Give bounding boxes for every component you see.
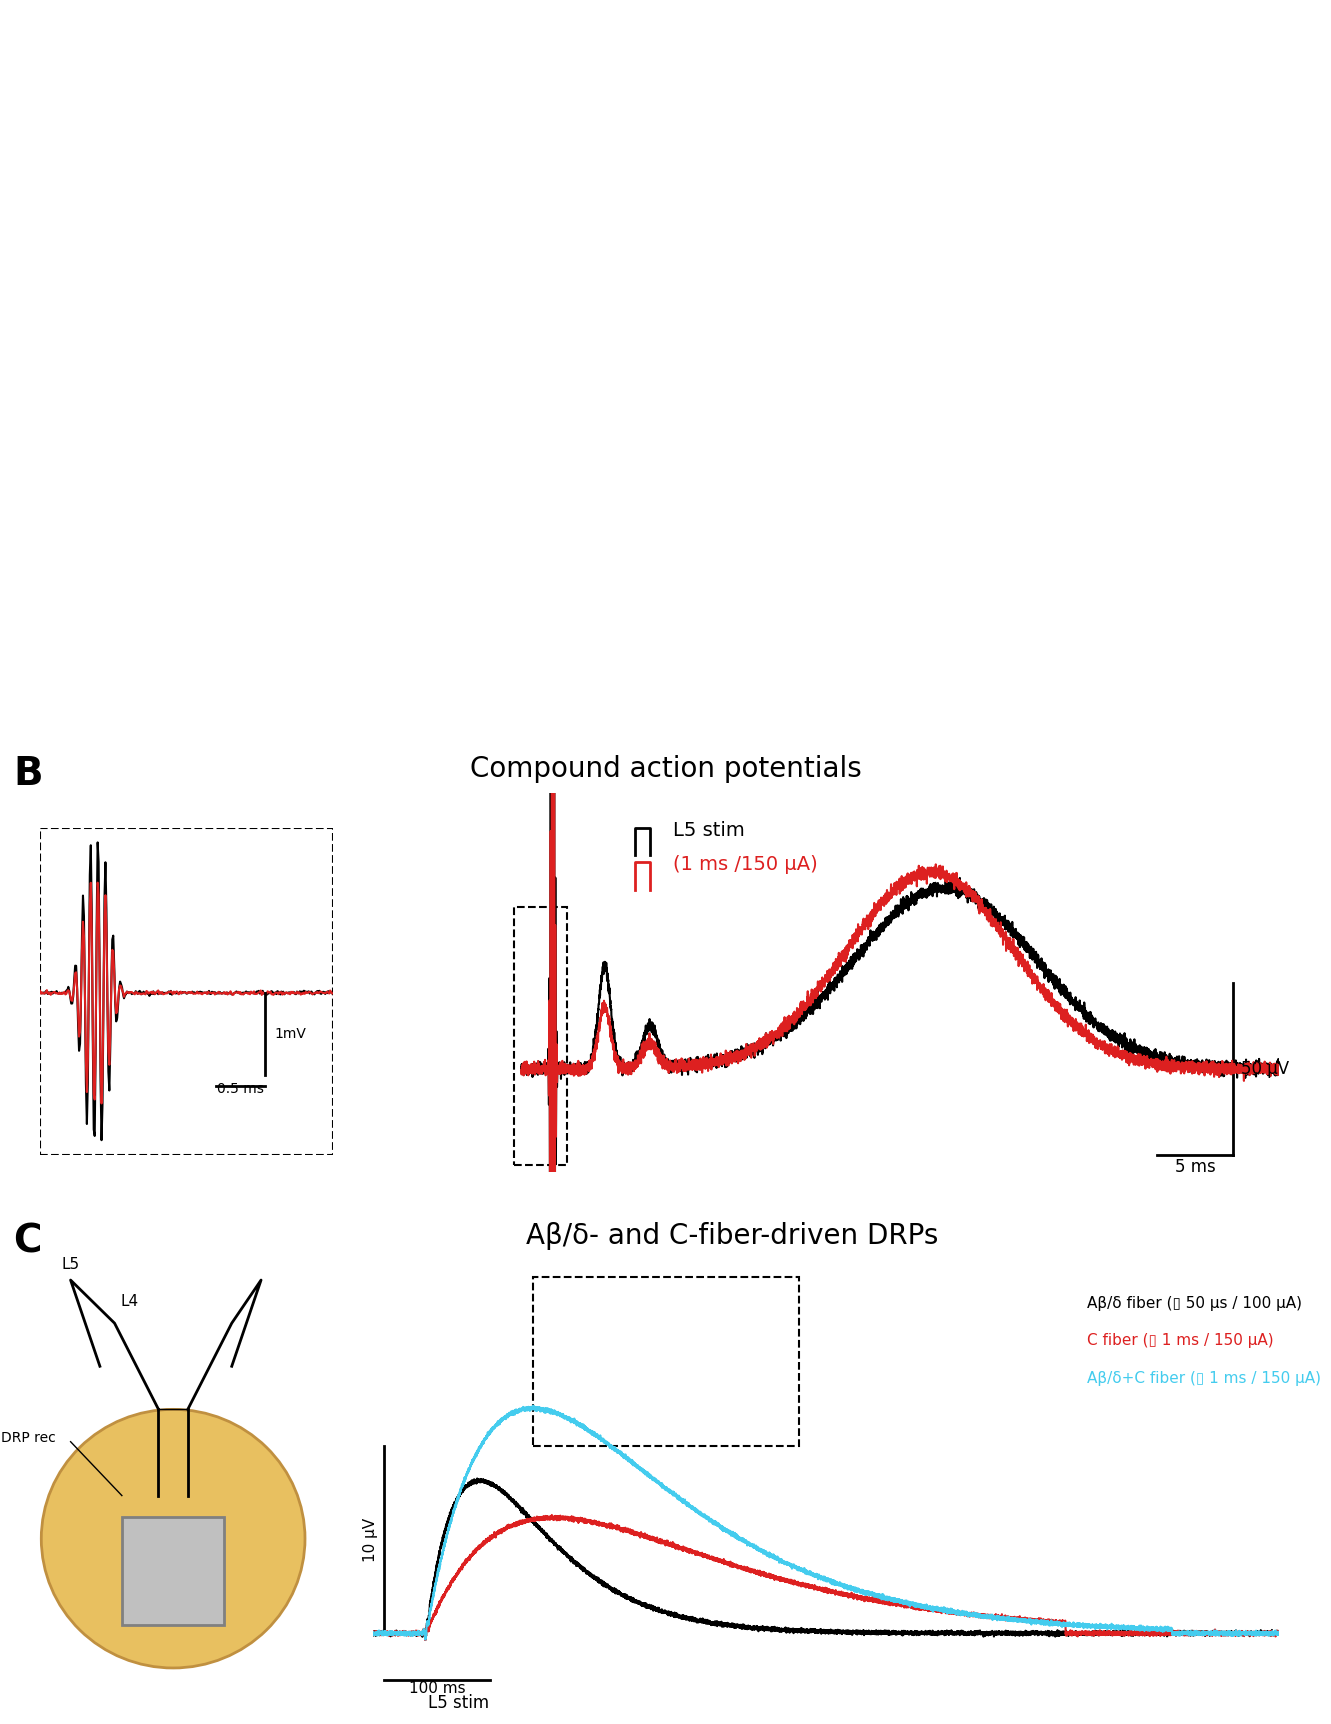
Line: Aβ/δ+C fiber (▯ 1 ms / 150 μA): Aβ/δ+C fiber (▯ 1 ms / 150 μA)	[373, 1405, 1278, 1640]
Aβ/δ fiber (▯ 50 μs / 100 μA)	[402, 1622, 418, 1643]
Aβ/δ+C fiber (▯ 1 ms / 150 μA)	[542, 1400, 558, 1421]
Text: C fiber (▯ 1 ms / 150 μA): C fiber (▯ 1 ms / 150 μA)	[1086, 1333, 1272, 1348]
C fiber (▯ 1 ms / 150 μA)	[369, 1624, 385, 1645]
Text: C: C	[13, 1222, 41, 1260]
C fiber (▯ 1 ms / 150 μA)	[1222, 1622, 1238, 1643]
C fiber (▯ 1 ms / 150 μA)	[402, 1622, 418, 1643]
Aβ/δ fiber (▯ 50 μs / 100 μA)	[365, 1624, 381, 1645]
C fiber (▯ 1 ms / 150 μA)	[417, 1629, 433, 1650]
Line: C fiber (▯ 1 ms / 150 μA): C fiber (▯ 1 ms / 150 μA)	[373, 1515, 1278, 1640]
Line: Aβ/δ fiber (▯ 50 μs / 100 μA): Aβ/δ fiber (▯ 50 μs / 100 μA)	[373, 1479, 1278, 1640]
Text: 100 ms: 100 ms	[409, 1681, 465, 1696]
C fiber (▯ 1 ms / 150 μA)	[808, 1577, 824, 1598]
Aβ/δ fiber (▯ 50 μs / 100 μA)	[808, 1621, 824, 1641]
Aβ/δ fiber (▯ 50 μs / 100 μA)	[469, 1469, 484, 1490]
Aβ/δ+C fiber (▯ 1 ms / 150 μA)	[417, 1629, 433, 1650]
C fiber (▯ 1 ms / 150 μA)	[543, 1505, 559, 1526]
Text: 1mV: 1mV	[274, 1028, 306, 1041]
Text: L5 stim: L5 stim	[672, 821, 744, 840]
Aβ/δ+C fiber (▯ 1 ms / 150 μA)	[1222, 1624, 1238, 1645]
Aβ/δ fiber (▯ 50 μs / 100 μA)	[542, 1529, 558, 1550]
Aβ/δ+C fiber (▯ 1 ms / 150 μA)	[402, 1624, 418, 1645]
Aβ/δ+C fiber (▯ 1 ms / 150 μA)	[419, 1612, 435, 1633]
Aβ/δ+C fiber (▯ 1 ms / 150 μA)	[369, 1624, 385, 1645]
Text: L5: L5	[61, 1257, 80, 1272]
Text: Aβ/δ+C fiber (▯ 1 ms / 150 μA): Aβ/δ+C fiber (▯ 1 ms / 150 μA)	[1086, 1371, 1320, 1386]
Aβ/δ fiber (▯ 50 μs / 100 μA)	[369, 1622, 385, 1643]
Aβ/δ fiber (▯ 50 μs / 100 μA)	[419, 1612, 435, 1633]
Aβ/δ fiber (▯ 50 μs / 100 μA)	[1270, 1622, 1286, 1643]
C fiber (▯ 1 ms / 150 μA)	[419, 1615, 435, 1636]
Text: 10 µV: 10 µV	[363, 1517, 378, 1562]
Aβ/δ fiber (▯ 50 μs / 100 μA)	[418, 1629, 434, 1650]
Text: (1 ms /150 μA): (1 ms /150 μA)	[672, 855, 817, 874]
Text: 50 µV: 50 µV	[1240, 1060, 1288, 1078]
Bar	[532, 1277, 799, 1446]
Text: 0.5 ms: 0.5 ms	[217, 1083, 264, 1096]
Text: L5 stim: L5 stim	[427, 1695, 488, 1712]
Bar	[514, 907, 566, 1165]
C fiber (▯ 1 ms / 150 μA)	[365, 1624, 381, 1645]
Text: DRP rec: DRP rec	[1, 1431, 56, 1445]
Aβ/δ+C fiber (▯ 1 ms / 150 μA)	[524, 1395, 540, 1415]
Bar	[122, 1517, 224, 1624]
Text: Compound action potentials: Compound action potentials	[470, 755, 861, 783]
Text: 5 ms: 5 ms	[1174, 1159, 1215, 1176]
Aβ/δ+C fiber (▯ 1 ms / 150 μA)	[1270, 1621, 1286, 1641]
Aβ/δ fiber (▯ 50 μs / 100 μA)	[1222, 1624, 1238, 1645]
Ellipse shape	[41, 1410, 305, 1669]
Text: B: B	[13, 755, 43, 793]
C fiber (▯ 1 ms / 150 μA)	[542, 1507, 558, 1527]
Text: L4: L4	[120, 1295, 138, 1309]
Text: Aβ/δ fiber (▯ 50 μs / 100 μA): Aβ/δ fiber (▯ 50 μs / 100 μA)	[1086, 1296, 1300, 1310]
Aβ/δ+C fiber (▯ 1 ms / 150 μA)	[365, 1622, 381, 1643]
C fiber (▯ 1 ms / 150 μA)	[1270, 1622, 1286, 1643]
Aβ/δ+C fiber (▯ 1 ms / 150 μA)	[808, 1565, 824, 1586]
Text: Aβ/δ- and C-fiber-driven DRPs: Aβ/δ- and C-fiber-driven DRPs	[526, 1222, 938, 1250]
